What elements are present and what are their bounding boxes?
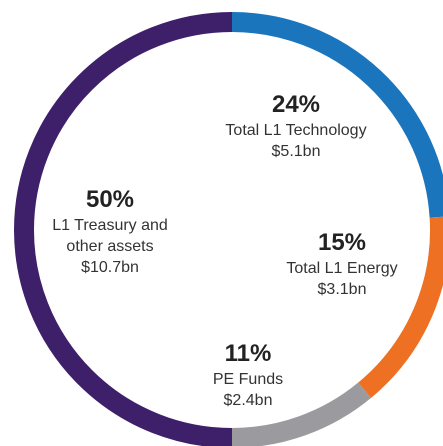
- segment: [14, 12, 233, 446]
- amount-label: $3.1bn: [317, 281, 367, 298]
- category-label: L1 Treasury and other assets: [52, 217, 168, 255]
- segment: [231, 382, 371, 446]
- segment-label: 15% Total L1 Energy $3.1bn: [267, 228, 417, 300]
- segment-label: 50% L1 Treasury and other assets $10.7bn: [43, 185, 178, 278]
- percent-label: 24%: [271, 91, 321, 118]
- amount-label: $2.4bn: [223, 392, 273, 409]
- percent-label: 50%: [85, 186, 135, 213]
- segment-label: 11% PE Funds $2.4bn: [178, 339, 318, 411]
- amount-label: $5.1bn: [271, 143, 321, 160]
- amount-label: $10.7bn: [81, 259, 139, 276]
- category-label: Total L1 Technology: [225, 122, 367, 139]
- segment: [231, 12, 443, 218]
- segment: [358, 216, 443, 398]
- percent-label: 11%: [224, 340, 272, 367]
- category-label: Total L1 Energy: [286, 260, 398, 277]
- percent-label: 15%: [317, 229, 367, 256]
- category-label: PE Funds: [212, 371, 284, 388]
- segment-label: 24% Total L1 Technology $5.1bn: [206, 90, 386, 162]
